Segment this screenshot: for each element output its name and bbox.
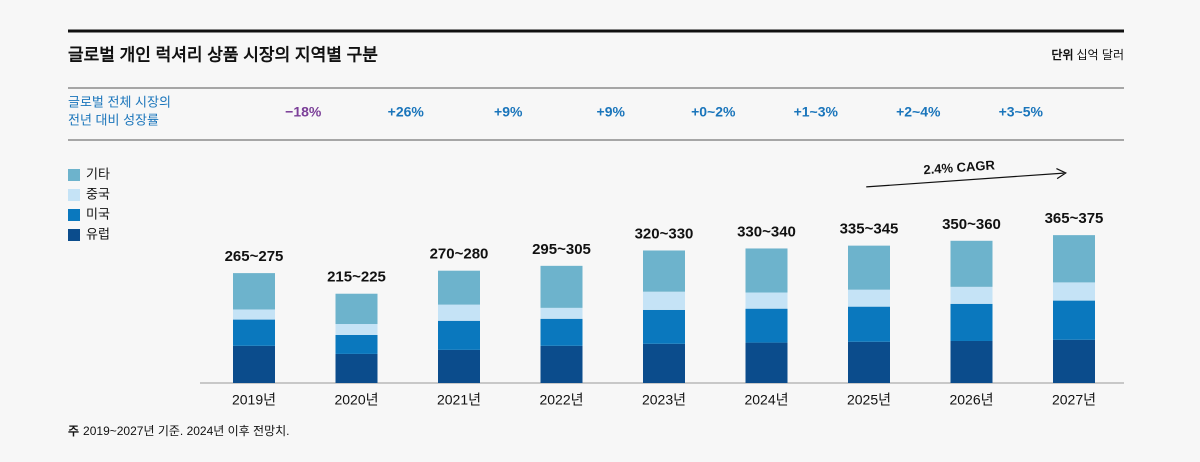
total-label: 265~275 (225, 248, 284, 265)
bar-segment (848, 306, 890, 342)
cagr-group: 2.4% CAGR (866, 157, 1067, 188)
annotation: 2.4% CAGR (923, 157, 996, 177)
growth-value: +2~4% (896, 104, 941, 120)
bar-segment (233, 345, 275, 383)
bar-segment (438, 304, 480, 321)
bar-segment (233, 309, 275, 320)
bar-segment (540, 307, 583, 319)
bar-segment (540, 345, 583, 383)
unit: 단위 십억 달러 (1051, 47, 1124, 62)
bar-segment (745, 342, 788, 383)
unit-label: 단위 (1051, 47, 1073, 62)
total-label: 295~305 (532, 241, 591, 258)
unit-text: 십억 달러 (1077, 48, 1125, 62)
arrow-head (1056, 168, 1067, 180)
x-tick-label: 2024년 (744, 392, 788, 408)
growth-value: +9% (494, 104, 523, 120)
x-tick-label: 2022년 (539, 392, 583, 408)
x-tick-label: 2023년 (642, 392, 686, 408)
growth-value: +1~3% (794, 104, 839, 120)
growth-value: +26% (388, 104, 425, 120)
legend-swatch (68, 169, 80, 181)
legend-label: 기타 (86, 166, 110, 181)
bar-segment (643, 309, 685, 344)
bar-segment (438, 270, 480, 305)
total-label: 335~345 (840, 221, 899, 238)
bar-segment (1053, 339, 1095, 383)
legend-label: 유럽 (86, 226, 110, 241)
x-tick-label: 2025년 (847, 392, 891, 408)
cagr-arrow (866, 172, 1064, 188)
bar-segment (540, 265, 583, 308)
bar-segment (1053, 235, 1095, 283)
bar-segment (745, 292, 788, 309)
note: 주 2019~2027년 기준. 2024년 이후 전망치. (68, 424, 290, 438)
bar-segment (643, 343, 685, 383)
total-label: 320~330 (635, 225, 694, 242)
bar-segment (950, 240, 993, 287)
bar-segment (335, 324, 378, 335)
total-label: 270~280 (430, 246, 489, 263)
bar-segment (950, 303, 993, 341)
growth-value: +0~2% (691, 104, 736, 120)
total-label: 365~375 (1045, 210, 1104, 227)
growth-label: 글로벌 전체 시장의 (68, 94, 171, 109)
legend-swatch (68, 229, 80, 241)
legend-swatch (68, 209, 80, 221)
x-tick-label: 2021년 (437, 392, 481, 408)
growth-value: −18% (285, 104, 322, 120)
bar-segment (745, 308, 788, 343)
total-label: 350~360 (942, 216, 1001, 233)
bar-segment (848, 341, 890, 383)
growth-label: 전년 대비 성장률 (68, 112, 159, 127)
note-label: 주 (68, 424, 79, 438)
bar-segment (335, 293, 378, 325)
bar-segment (643, 291, 685, 310)
growth-value: +9% (597, 104, 626, 120)
bar-segment (643, 250, 685, 292)
bar-segment (1053, 300, 1095, 340)
total-label: 215~225 (327, 269, 386, 286)
growth-value: +3~5% (999, 104, 1044, 120)
bar-segment (335, 353, 378, 383)
bar-segment (233, 319, 275, 346)
bar-segment (233, 273, 275, 310)
legend-swatch (68, 189, 80, 201)
bar-segment (438, 320, 480, 350)
bar-segment (1053, 282, 1095, 301)
note-text: 2019~2027년 기준. 2024년 이후 전망치. (83, 424, 289, 438)
bar-segment (848, 245, 890, 290)
x-tick-label: 2019년 (232, 392, 276, 408)
legend-label: 미국 (86, 206, 110, 221)
total-label: 330~340 (737, 223, 796, 240)
bar-segment (335, 334, 378, 354)
bar-segment (745, 248, 788, 293)
bar-segment (950, 286, 993, 304)
bar-segment (540, 318, 583, 346)
bar-segment (438, 349, 480, 383)
bar-segment (950, 340, 993, 383)
x-tick-label: 2026년 (949, 392, 993, 408)
x-tick-label: 2027년 (1052, 392, 1096, 408)
bar-segment (848, 289, 890, 307)
chart-title: 글로벌 개인 럭셔리 상품 시장의 지역별 구분 (68, 45, 378, 64)
legend-label: 중국 (86, 186, 110, 201)
x-tick-label: 2020년 (334, 392, 378, 408)
